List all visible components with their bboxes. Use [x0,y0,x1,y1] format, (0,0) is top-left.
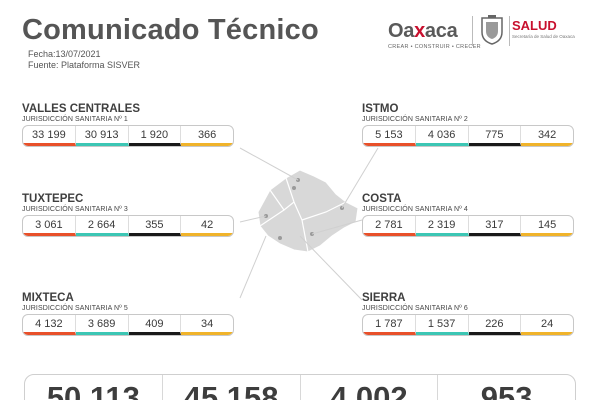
stat-value: 4 132 [23,315,76,335]
stat-value: 317 [468,216,522,236]
report-source: Fuente: Plataforma SISVER [28,60,141,70]
region-name: SIERRA [362,292,406,304]
totals-bar: 50 113 45 158 4 002 953 [24,374,576,400]
region-stats: 33 199 30 913 1 920 366 [22,125,234,147]
region-mixteca: MIXTECA JURISDICCIÓN SANITARIA Nº 5 4 13… [22,292,234,336]
total-value: 50 113 [25,375,163,400]
stat-value: 34 [181,315,233,335]
region-valles-centrales: VALLES CENTRALES JURISDICCIÓN SANITARIA … [22,103,234,147]
stat-value: 4 036 [415,126,469,146]
region-stats: 3 061 2 664 355 42 [22,215,234,237]
oaxaca-tagline: CREAR • CONSTRUIR • CRECER [388,44,481,50]
report-date: Fecha:13/07/2021 [28,49,101,59]
region-tuxtepec: TUXTEPEC JURISDICCIÓN SANITARIA Nº 3 3 0… [22,193,234,237]
region-jurisdiction: JURISDICCIÓN SANITARIA Nº 5 [22,305,128,312]
region-name: ISTMO [362,103,399,115]
region-jurisdiction: JURISDICCIÓN SANITARIA Nº 2 [362,116,468,123]
state-shield-icon [481,15,503,45]
stat-value: 3 061 [23,216,76,236]
region-sierra: SIERRA JURISDICCIÓN SANITARIA Nº 6 1 787… [362,292,574,336]
total-value: 953 [480,380,533,400]
page-title: Comunicado Técnico [22,14,319,46]
region-name: MIXTECA [22,292,74,304]
stat-value: 33 199 [23,126,76,146]
region-jurisdiction: JURISDICCIÓN SANITARIA Nº 4 [362,206,468,213]
region-name: COSTA [362,193,402,205]
stat-value: 42 [181,216,233,236]
stat-value: 1 920 [128,126,182,146]
stat-value: 366 [181,126,233,146]
stat-value: 2 781 [363,216,416,236]
stat-value: 145 [521,216,573,236]
stat-value: 3 689 [75,315,129,335]
stat-value: 409 [128,315,182,335]
stat-value: 5 153 [363,126,416,146]
salud-logo: SALUD Secretaría de Salud de Oaxaca [512,18,575,39]
region-jurisdiction: JURISDICCIÓN SANITARIA Nº 1 [22,116,128,123]
region-stats: 4 132 3 689 409 34 [22,314,234,336]
region-stats: 1 787 1 537 226 24 [362,314,574,336]
stat-value: 1 537 [415,315,469,335]
region-jurisdiction: JURISDICCIÓN SANITARIA Nº 6 [362,305,468,312]
stat-value: 226 [468,315,522,335]
total-value: 4 002 [301,375,439,400]
region-stats: 2 781 2 319 317 145 [362,215,574,237]
stat-value: 355 [128,216,182,236]
logo-divider [509,16,510,46]
stat-value: 775 [468,126,522,146]
oaxaca-logo: Oaxaca CREAR • CONSTRUIR • CRECER [388,20,481,50]
stat-value: 30 913 [75,126,129,146]
region-istmo: ISTMO JURISDICCIÓN SANITARIA Nº 2 5 153 … [362,103,574,147]
stat-value: 24 [521,315,573,335]
region-stats: 5 153 4 036 775 342 [362,125,574,147]
stat-value: 2 664 [75,216,129,236]
region-costa: COSTA JURISDICCIÓN SANITARIA Nº 4 2 781 … [362,193,574,237]
region-jurisdiction: JURISDICCIÓN SANITARIA Nº 3 [22,206,128,213]
stat-value: 342 [521,126,573,146]
region-name: VALLES CENTRALES [22,103,140,115]
logo-divider [472,16,473,46]
oaxaca-map [257,169,359,253]
stat-value: 2 319 [415,216,469,236]
total-value: 45 158 [163,375,301,400]
region-name: TUXTEPEC [22,193,84,205]
stat-value: 1 787 [363,315,416,335]
